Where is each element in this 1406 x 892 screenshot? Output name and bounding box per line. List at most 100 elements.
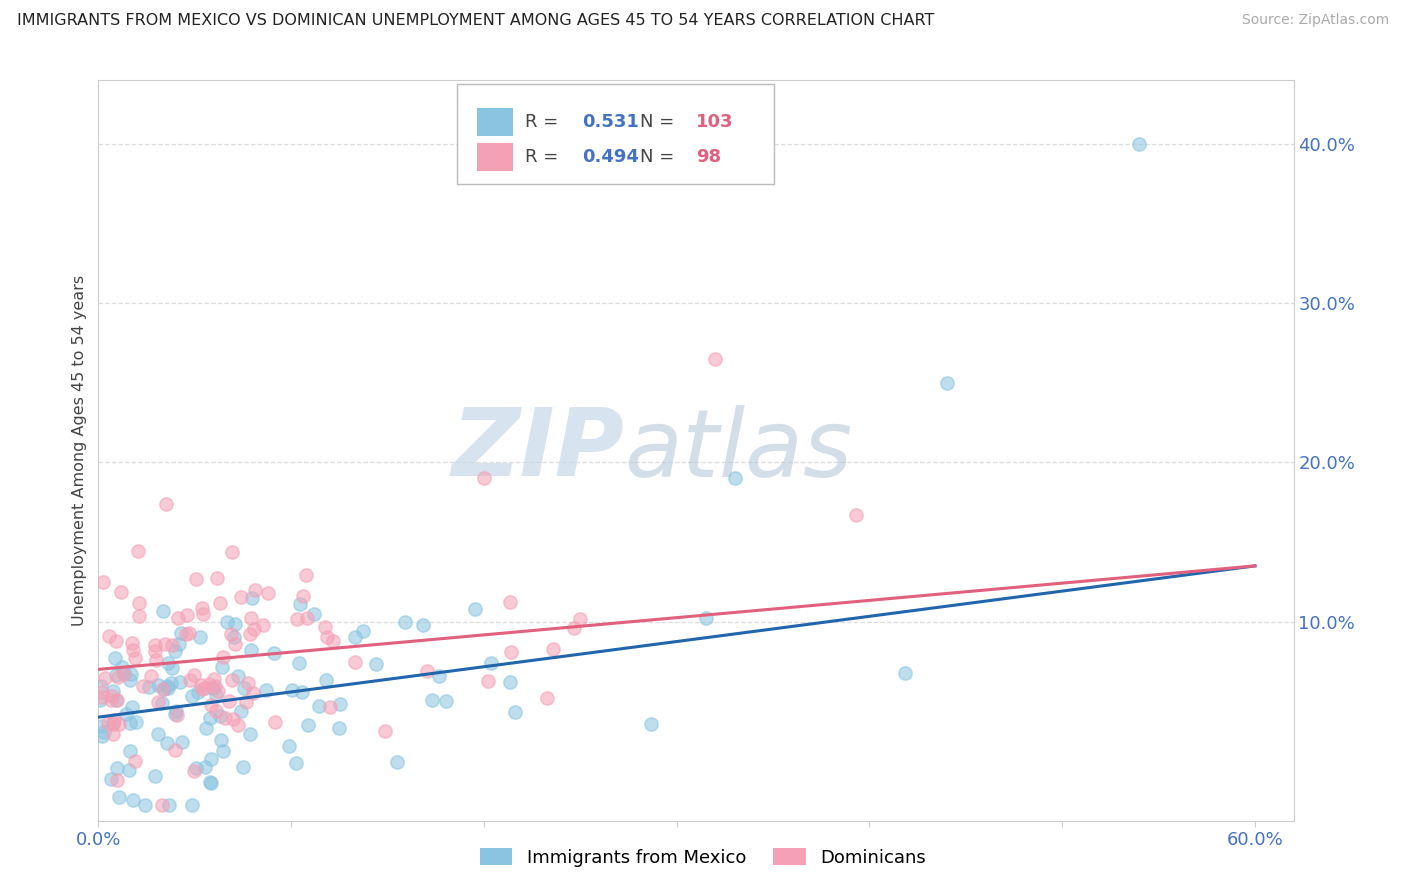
Point xyxy=(91,685,114,699)
Point xyxy=(103,683,125,698)
Point xyxy=(105,693,128,707)
Point xyxy=(160,675,183,690)
Point xyxy=(394,615,416,629)
Point xyxy=(233,681,256,696)
Point xyxy=(114,706,136,721)
Point xyxy=(155,497,177,511)
Point xyxy=(218,693,240,707)
Point xyxy=(155,679,177,693)
Point xyxy=(499,595,522,609)
Point xyxy=(93,725,115,739)
Point xyxy=(291,589,314,603)
Point xyxy=(202,672,225,686)
Point xyxy=(252,618,274,632)
Point xyxy=(412,617,434,632)
Point xyxy=(304,607,326,622)
Point xyxy=(429,669,451,683)
Point xyxy=(191,607,214,622)
Point xyxy=(124,755,146,769)
Point xyxy=(290,598,312,612)
Point xyxy=(364,657,387,672)
Point xyxy=(141,669,163,683)
Point xyxy=(184,572,207,586)
Point xyxy=(90,679,112,693)
Point xyxy=(235,696,257,710)
Point xyxy=(374,724,396,739)
Point xyxy=(322,634,344,648)
Point xyxy=(146,727,169,741)
Text: 103: 103 xyxy=(696,112,734,131)
Point xyxy=(160,638,183,652)
Point xyxy=(295,611,318,625)
Point xyxy=(128,596,150,610)
Point xyxy=(224,631,246,645)
Point xyxy=(165,704,187,718)
Point xyxy=(191,600,214,615)
Point xyxy=(704,351,727,366)
Point xyxy=(143,643,166,657)
Point xyxy=(148,678,170,692)
Point xyxy=(167,611,190,625)
Point xyxy=(165,743,187,757)
Point xyxy=(224,637,246,651)
Bar xyxy=(477,108,513,136)
Point xyxy=(127,543,149,558)
Point xyxy=(90,719,112,733)
Point xyxy=(1128,136,1150,151)
Text: Source: ZipAtlas.com: Source: ZipAtlas.com xyxy=(1241,13,1389,28)
Point xyxy=(211,649,233,664)
Point xyxy=(194,721,217,735)
Point xyxy=(183,668,205,682)
Point xyxy=(132,679,155,693)
Point xyxy=(118,716,141,731)
Point xyxy=(291,685,314,699)
Point xyxy=(104,650,127,665)
Point xyxy=(118,764,141,778)
Point xyxy=(181,797,204,812)
Point xyxy=(236,676,259,690)
Point xyxy=(281,683,304,698)
Point xyxy=(108,790,131,805)
Point xyxy=(105,773,128,788)
Point xyxy=(243,582,266,597)
Point xyxy=(169,625,191,640)
Point xyxy=(499,645,522,659)
Point xyxy=(111,659,134,673)
Point xyxy=(190,681,212,696)
Point xyxy=(208,709,231,723)
Point xyxy=(200,698,222,712)
Point xyxy=(498,675,520,690)
Point xyxy=(120,673,142,687)
Point xyxy=(194,760,217,774)
Point xyxy=(202,681,225,696)
Point xyxy=(308,698,330,713)
Point xyxy=(254,682,277,697)
Point xyxy=(198,710,221,724)
Point xyxy=(97,716,120,731)
Point xyxy=(156,681,179,696)
Point xyxy=(472,471,495,485)
Point xyxy=(152,604,174,618)
Point xyxy=(541,642,564,657)
Point xyxy=(90,690,112,704)
Point xyxy=(329,697,352,711)
Point xyxy=(200,776,222,790)
Point xyxy=(118,743,141,757)
Point xyxy=(124,650,146,665)
Point xyxy=(209,732,232,747)
Point xyxy=(295,567,318,582)
Point xyxy=(264,715,287,730)
Text: IMMIGRANTS FROM MEXICO VS DOMINICAN UNEMPLOYMENT AMONG AGES 45 TO 54 YEARS CORRE: IMMIGRANTS FROM MEXICO VS DOMINICAN UNEM… xyxy=(17,13,934,29)
Point xyxy=(166,707,188,722)
Point xyxy=(562,621,585,635)
Point xyxy=(221,626,243,640)
Point xyxy=(285,612,308,626)
Point xyxy=(156,736,179,750)
Point xyxy=(205,705,228,719)
Point xyxy=(328,722,350,736)
Point xyxy=(343,655,366,669)
Point xyxy=(122,793,145,807)
Point xyxy=(229,590,252,604)
Text: ZIP: ZIP xyxy=(451,404,624,497)
Point xyxy=(315,673,337,687)
